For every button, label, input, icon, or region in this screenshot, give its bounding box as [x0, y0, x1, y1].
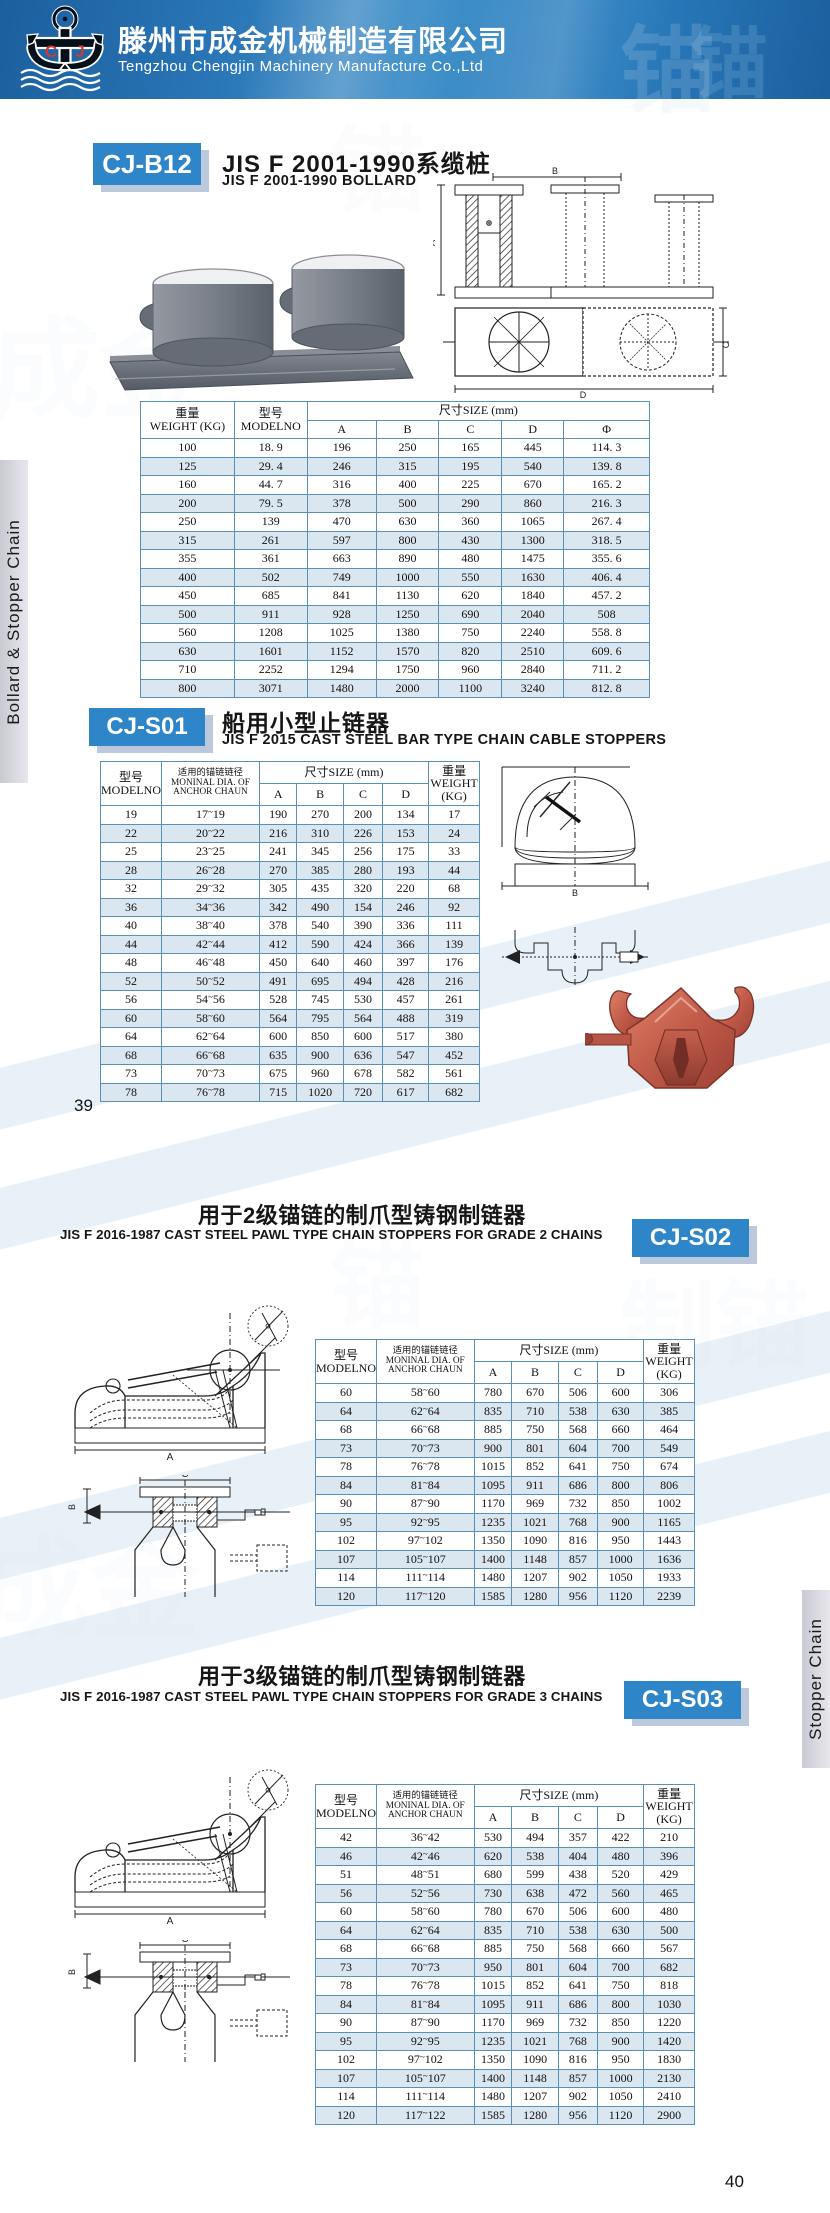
- svg-text:B: B: [552, 166, 558, 176]
- svg-text:C: C: [181, 1475, 188, 1480]
- svg-text:C: C: [45, 42, 57, 61]
- svg-text:B: B: [67, 1504, 77, 1510]
- svg-text:B: B: [572, 888, 578, 898]
- svg-text:A: A: [433, 240, 437, 246]
- svg-text:D: D: [580, 390, 587, 400]
- svg-text:A: A: [167, 1916, 174, 1927]
- svg-text:J: J: [75, 42, 84, 61]
- svg-text:A: A: [167, 1452, 174, 1463]
- svg-text:C: C: [181, 1940, 188, 1945]
- svg-text:C: C: [721, 341, 731, 348]
- svg-text:B: B: [67, 1969, 77, 1975]
